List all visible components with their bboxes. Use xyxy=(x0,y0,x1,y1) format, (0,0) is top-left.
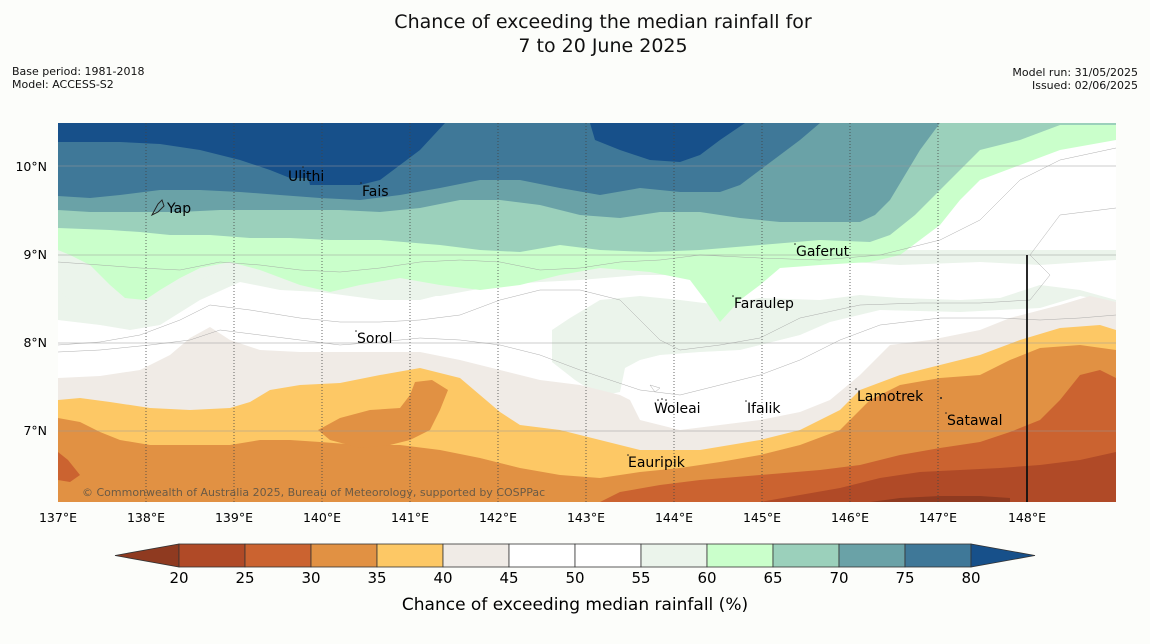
base-period: Base period: 1981-2018 xyxy=(12,65,145,78)
lon-tick-142e: 142°E xyxy=(479,510,517,525)
lon-tick-137e: 137°E xyxy=(39,510,77,525)
place-satawal: Satawal xyxy=(947,413,1002,429)
colorbar-extend-low xyxy=(114,543,180,568)
colorbar-tick-label: 20 xyxy=(169,569,188,587)
colorbar-cells xyxy=(114,543,1036,568)
colorbar-tick-label: 30 xyxy=(301,569,320,587)
colorbar-tick-label: 40 xyxy=(433,569,452,587)
colorbar-label: Chance of exceeding median rainfall (%) xyxy=(402,595,748,615)
colorbar-tick-label: 75 xyxy=(895,569,914,587)
colorbar-cell xyxy=(310,543,378,568)
lat-tick-10n: 10°N xyxy=(15,159,47,174)
colorbar-tick-label: 50 xyxy=(565,569,584,587)
colorbar-tick-label: 60 xyxy=(697,569,716,587)
lon-tick-148e: 148°E xyxy=(1008,510,1046,525)
contour-lines xyxy=(58,147,1116,396)
meta-right: Model run: 31/05/2025 Issued: 02/06/2025 xyxy=(1012,66,1138,92)
lon-tick-143e: 143°E xyxy=(567,510,605,525)
small-teal-patch xyxy=(830,186,878,194)
island-markers xyxy=(150,166,947,456)
lon-tick-138e: 138°E xyxy=(127,510,165,525)
issued-date: Issued: 02/06/2025 xyxy=(1031,79,1138,92)
band-25-30 xyxy=(58,370,1116,502)
lon-tick-140e: 140°E xyxy=(303,510,341,525)
place-yap: Yap xyxy=(166,201,191,217)
map-title: Chance of exceeding the median rainfall … xyxy=(0,10,1150,58)
colorbar-tick-label: 45 xyxy=(499,569,518,587)
place-gaferut: Gaferut xyxy=(796,244,850,260)
colorbar-cell xyxy=(442,543,510,568)
title-line-1: Chance of exceeding the median rainfall … xyxy=(394,11,812,33)
copyright-notice: © Commonwealth of Australia 2025, Bureau… xyxy=(82,486,545,499)
place-sorol: Sorol xyxy=(357,331,392,347)
place-eauripik: Eauripik xyxy=(628,455,686,471)
place-lamotrek: Lamotrek xyxy=(857,389,924,405)
colorbar-cell xyxy=(178,543,246,568)
colorbar-cell xyxy=(706,543,774,568)
colorbar-tick-label: 70 xyxy=(829,569,848,587)
place-ulithi: Ulithi xyxy=(288,169,324,185)
colorbar-ticks: 20 25 30 35 40 45 50 55 60 65 70 75 80 xyxy=(169,569,980,587)
rainfall-map: Yap Ulithi Fais Gaferut Faraulep Sorol L… xyxy=(58,123,1116,502)
colorbar-cell xyxy=(838,543,906,568)
lon-tick-139e: 139°E xyxy=(215,510,253,525)
colorbar-extend-high xyxy=(970,543,1036,568)
lon-axis: 137°E 138°E 139°E 140°E 141°E 142°E 143°… xyxy=(39,510,1046,525)
lon-tick-144e: 144°E xyxy=(655,510,693,525)
lat-tick-9n: 9°N xyxy=(23,247,47,262)
lon-tick-147e: 147°E xyxy=(919,510,957,525)
title-line-2: 7 to 20 June 2025 xyxy=(518,35,688,57)
place-ifalik: Ifalik xyxy=(747,401,781,417)
band-below-20 xyxy=(870,496,1010,502)
colorbar-tick-label: 35 xyxy=(367,569,386,587)
band-80-plus xyxy=(58,123,745,185)
colorbar-tick-label: 65 xyxy=(763,569,782,587)
model-run: Model run: 31/05/2025 xyxy=(1012,66,1138,79)
colorbar: 20 25 30 35 40 45 50 55 60 65 70 75 80 Chance of exc… xyxy=(114,543,1036,615)
colorbar-tick-label: 80 xyxy=(961,569,980,587)
lon-tick-141e: 141°E xyxy=(391,510,429,525)
lat-tick-8n: 8°N xyxy=(23,335,47,350)
lon-tick-145e: 145°E xyxy=(743,510,781,525)
gridlines xyxy=(58,123,1116,502)
colorbar-tick-label: 55 xyxy=(631,569,650,587)
lat-tick-7n: 7°N xyxy=(23,423,47,438)
colorbar-cell xyxy=(244,543,312,568)
colorbar-cell xyxy=(640,543,708,568)
place-fais: Fais xyxy=(362,184,389,200)
place-woleai: Woleai xyxy=(654,401,701,417)
colorbar-cell xyxy=(904,543,972,568)
lon-tick-146e: 146°E xyxy=(831,510,869,525)
meta-left: Base period: 1981-2018 Model: ACCESS-S2 xyxy=(12,65,144,91)
band-30-35 xyxy=(58,345,1116,502)
place-faraulep: Faraulep xyxy=(734,296,794,312)
colorbar-tick-label: 25 xyxy=(235,569,254,587)
model-name: Model: ACCESS-S2 xyxy=(12,78,114,91)
lat-axis: 10°N 9°N 8°N 7°N xyxy=(15,159,47,438)
colorbar-cell xyxy=(376,543,444,568)
colorbar-cell xyxy=(772,543,840,568)
colorbar-cell xyxy=(574,543,642,568)
colorbar-cell xyxy=(508,543,576,568)
